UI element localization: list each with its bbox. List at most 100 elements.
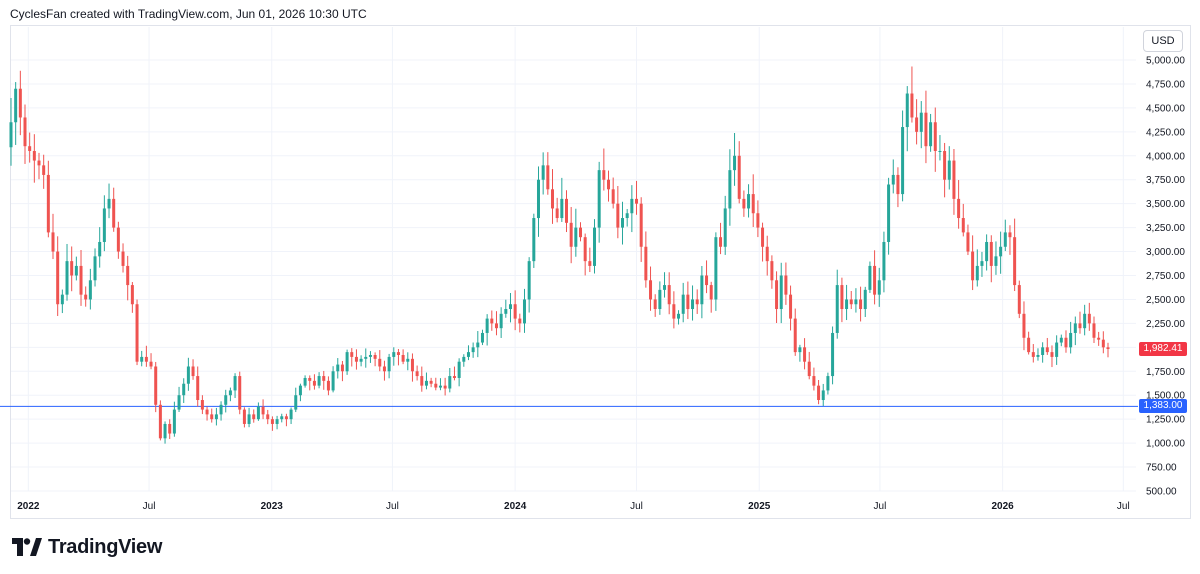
candle bbox=[541, 152, 545, 195]
candle-body bbox=[420, 376, 424, 386]
price-tick-label: 1,250.00 bbox=[1146, 415, 1185, 426]
candle-body bbox=[74, 265, 78, 276]
candle-body bbox=[649, 280, 653, 300]
candle bbox=[793, 308, 797, 356]
candle bbox=[93, 248, 97, 287]
candle-body bbox=[298, 385, 302, 396]
candle bbox=[140, 350, 144, 367]
candle-body bbox=[798, 347, 802, 353]
candle-body bbox=[644, 246, 648, 281]
candle-body bbox=[28, 146, 32, 151]
candle-body bbox=[135, 304, 139, 362]
candle bbox=[994, 241, 998, 275]
candle bbox=[186, 357, 190, 391]
candle bbox=[359, 355, 363, 367]
chart-frame bbox=[10, 25, 1191, 519]
candle bbox=[406, 352, 410, 371]
tradingview-wordmark: TradingView bbox=[48, 535, 163, 558]
candle bbox=[340, 360, 344, 382]
candle bbox=[723, 195, 727, 255]
candle-body bbox=[508, 304, 512, 310]
candle-body bbox=[564, 198, 568, 223]
candle-body bbox=[284, 416, 288, 420]
candle bbox=[798, 344, 802, 362]
candle-body bbox=[709, 285, 713, 300]
candle-body bbox=[513, 304, 517, 319]
candle-body bbox=[336, 364, 340, 372]
candle-body bbox=[149, 361, 153, 367]
candle bbox=[845, 284, 849, 321]
price-tick-label: 3,750.00 bbox=[1146, 175, 1185, 186]
candle-body bbox=[471, 347, 475, 353]
candle-body bbox=[882, 241, 886, 281]
candle-body bbox=[112, 198, 116, 228]
candle bbox=[747, 184, 751, 218]
candle-body bbox=[130, 285, 134, 305]
candle-body bbox=[228, 390, 232, 396]
candle bbox=[149, 353, 153, 370]
candle bbox=[508, 293, 512, 323]
candle-body bbox=[555, 208, 559, 219]
candle bbox=[308, 375, 312, 391]
candle bbox=[803, 338, 807, 370]
candle-body bbox=[905, 93, 909, 128]
candle bbox=[737, 141, 741, 204]
candle bbox=[611, 177, 615, 209]
currency-button[interactable]: USD bbox=[1143, 30, 1183, 52]
candle bbox=[789, 285, 793, 331]
candle-body bbox=[1069, 332, 1073, 348]
candle bbox=[1017, 280, 1021, 319]
candle bbox=[494, 311, 498, 336]
candle-body bbox=[322, 376, 326, 381]
candle-body bbox=[1027, 337, 1031, 353]
candle-body bbox=[359, 358, 363, 362]
candle bbox=[392, 347, 396, 366]
candle bbox=[564, 190, 568, 233]
candle-body bbox=[952, 160, 956, 199]
candle-body bbox=[980, 261, 984, 266]
price-chart[interactable]: 5,000.00 4,750.00 4,500.00 4,250.00 4,000.00… bbox=[0, 0, 1200, 520]
candle bbox=[728, 149, 732, 226]
candle bbox=[770, 255, 774, 289]
candle-body bbox=[382, 366, 386, 372]
candle bbox=[807, 351, 811, 380]
candle bbox=[373, 352, 377, 367]
candle bbox=[929, 113, 933, 152]
candle-body bbox=[653, 299, 657, 310]
candle-body bbox=[714, 237, 718, 300]
candle bbox=[345, 349, 349, 375]
candle bbox=[177, 386, 181, 412]
candle-body bbox=[438, 385, 442, 388]
candle bbox=[938, 135, 942, 161]
candle-body bbox=[728, 170, 732, 209]
candle-body bbox=[723, 208, 727, 247]
candle bbox=[681, 282, 685, 323]
time-tick-label: 2025 bbox=[748, 501, 771, 512]
candle-body bbox=[1031, 352, 1035, 357]
candle-body bbox=[607, 179, 611, 190]
candle bbox=[480, 329, 484, 346]
candle bbox=[826, 372, 830, 395]
candle bbox=[420, 366, 424, 392]
candle bbox=[354, 349, 358, 370]
candle bbox=[882, 231, 886, 293]
candle bbox=[261, 399, 265, 420]
candle bbox=[466, 345, 470, 361]
candle bbox=[116, 221, 120, 259]
candle-body bbox=[756, 213, 760, 228]
candle-body bbox=[845, 299, 849, 310]
candle bbox=[252, 409, 256, 423]
price-tick-label: 4,750.00 bbox=[1146, 79, 1185, 90]
candle bbox=[952, 149, 956, 215]
candle bbox=[79, 249, 83, 306]
candle bbox=[32, 134, 36, 183]
candle-body bbox=[826, 376, 830, 391]
candle-body bbox=[354, 356, 358, 362]
candle bbox=[522, 288, 526, 333]
candle-body bbox=[182, 383, 186, 396]
candle-body bbox=[434, 383, 438, 388]
price-tick-label: 3,250.00 bbox=[1146, 223, 1185, 234]
candle bbox=[896, 167, 900, 208]
candle-body bbox=[695, 299, 699, 305]
candle bbox=[761, 222, 765, 262]
